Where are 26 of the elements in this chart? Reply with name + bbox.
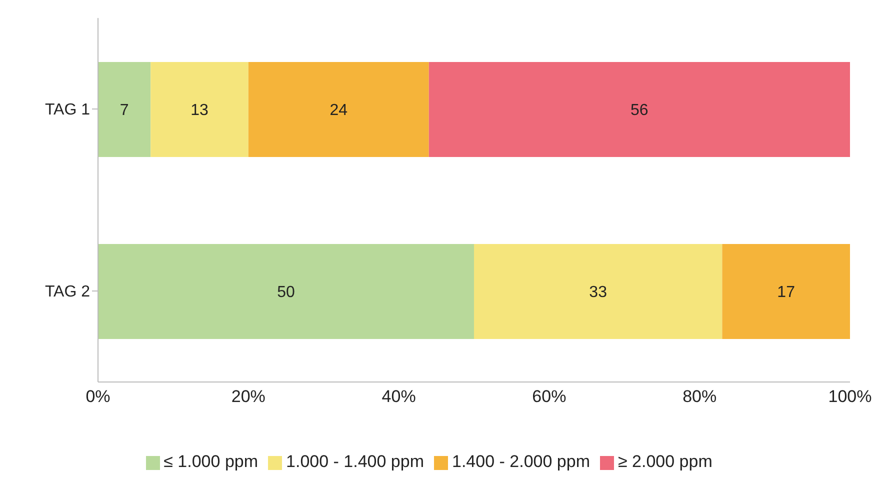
y-tick-label: TAG 1 xyxy=(44,102,90,119)
data-label: 33 xyxy=(589,284,608,302)
x-tick-label: 0% xyxy=(86,387,110,406)
legend-label: 1.400 - 2.000 ppm xyxy=(452,452,590,471)
bar xyxy=(474,244,722,339)
data-label: 50 xyxy=(277,284,295,302)
y-tick-label: TAG 2 xyxy=(44,284,90,301)
x-tick-label: 60% xyxy=(532,387,566,406)
legend-label: 1.000 - 1.400 ppm xyxy=(286,452,424,471)
data-label: 56 xyxy=(630,102,648,120)
bar xyxy=(248,62,429,157)
data-label: 7 xyxy=(120,102,129,120)
bar xyxy=(98,62,151,157)
bar xyxy=(98,244,474,339)
legend-label: ≥ 2.000 ppm xyxy=(618,452,712,471)
x-tick-label: 40% xyxy=(382,387,416,406)
bar xyxy=(150,62,248,157)
x-tick-label: 80% xyxy=(682,387,717,406)
data-label: 13 xyxy=(190,102,209,120)
data-label: 17 xyxy=(777,284,796,302)
x-tick-label: 100% xyxy=(828,387,872,406)
legend-label: ≤ 1.000 ppm xyxy=(164,452,258,471)
x-tick-label: 20% xyxy=(231,387,266,406)
bar xyxy=(722,244,850,339)
bar xyxy=(428,62,850,157)
data-label: 24 xyxy=(330,102,348,120)
